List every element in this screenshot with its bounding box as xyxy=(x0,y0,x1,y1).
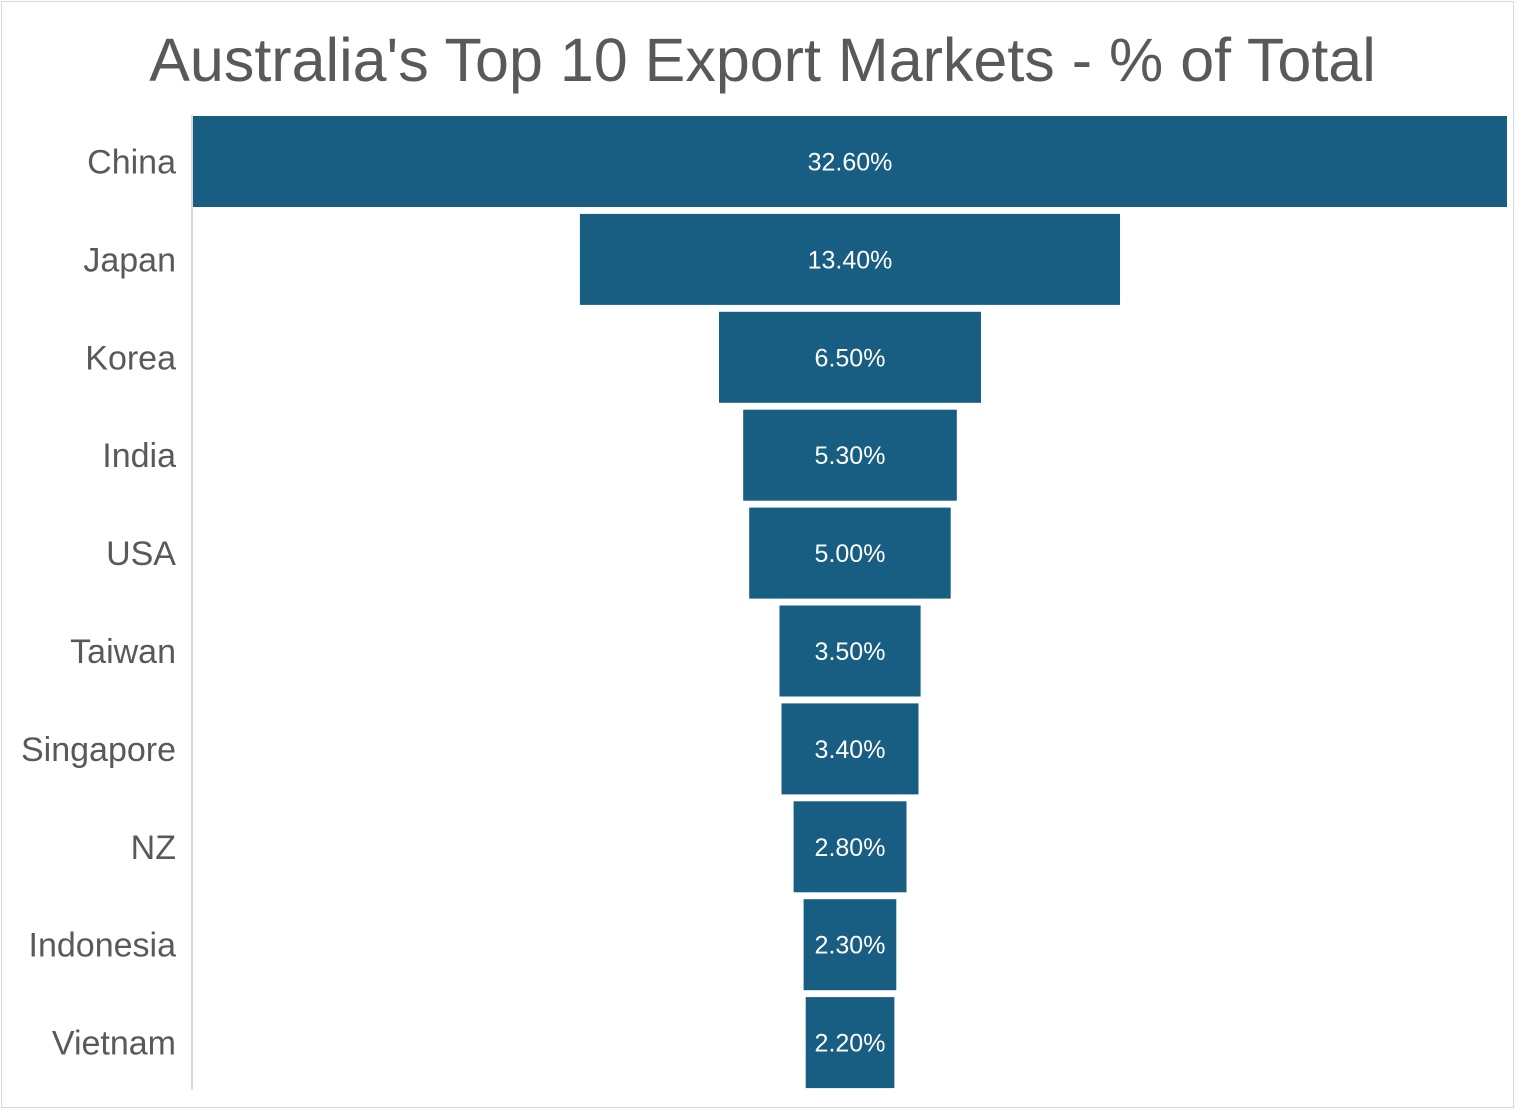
category-label-taiwan: Taiwan xyxy=(70,633,176,671)
data-label-korea: 6.50% xyxy=(815,344,886,372)
category-label-vietnam: Vietnam xyxy=(52,1025,176,1063)
data-label-vietnam: 2.20% xyxy=(815,1030,886,1058)
category-label-india: India xyxy=(102,437,176,475)
bar-taiwan xyxy=(779,605,921,697)
category-label-singapore: Singapore xyxy=(21,731,176,769)
bar-india xyxy=(743,409,957,501)
bar-singapore xyxy=(781,703,919,795)
category-label-korea: Korea xyxy=(85,339,176,377)
bar-nz xyxy=(793,801,907,893)
bar-china xyxy=(193,116,1507,207)
bar-usa xyxy=(749,507,951,599)
category-labels: China Japan Korea India USA Taiwan Singapore NZ… xyxy=(21,144,176,1063)
bar-vietnam xyxy=(805,997,895,1089)
category-label-japan: Japan xyxy=(83,241,176,279)
category-label-china: China xyxy=(87,144,176,182)
bar-indonesia xyxy=(803,899,897,991)
data-label-japan: 13.40% xyxy=(808,246,893,274)
bar-korea xyxy=(719,311,981,403)
bar-japan xyxy=(579,213,1120,305)
data-label-usa: 5.00% xyxy=(815,540,886,568)
data-label-taiwan: 3.50% xyxy=(815,638,886,666)
data-label-singapore: 3.40% xyxy=(815,736,886,764)
data-label-china: 32.60% xyxy=(808,149,893,177)
data-labels: 32.60% 13.40% 6.50% 5.30% 5.00% 3.50% 3.40% 2.8… xyxy=(808,149,893,1058)
data-label-indonesia: 2.30% xyxy=(815,932,886,960)
data-label-nz: 2.80% xyxy=(815,834,886,862)
category-label-usa: USA xyxy=(106,535,176,573)
chart-title: Australia's Top 10 Export Markets - % of… xyxy=(149,26,1376,94)
category-label-indonesia: Indonesia xyxy=(29,927,177,965)
data-label-india: 5.30% xyxy=(815,442,886,470)
category-label-nz: NZ xyxy=(131,829,176,867)
bars-group xyxy=(193,116,1507,1089)
